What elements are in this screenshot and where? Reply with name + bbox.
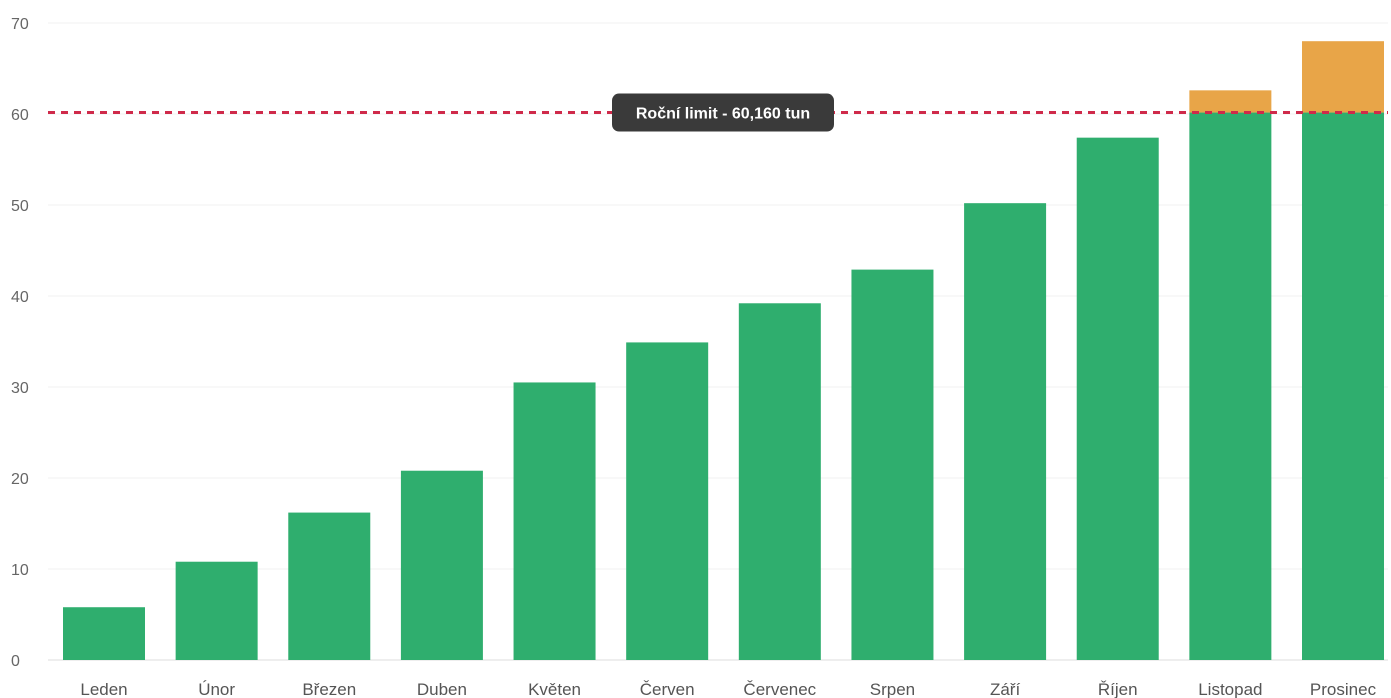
bar-segment-over-limit xyxy=(1302,41,1384,113)
y-tick-label: 50 xyxy=(11,198,29,215)
bar-segment-over-limit xyxy=(1189,90,1272,113)
annual-limit-badge xyxy=(612,93,834,132)
y-tick-label: 70 xyxy=(11,16,29,33)
bar-segment-within-limit xyxy=(738,303,821,660)
bar-segment-within-limit xyxy=(400,470,483,660)
bar-segment-within-limit xyxy=(63,607,145,660)
bar-segment-within-limit xyxy=(1302,112,1384,660)
x-category-label: Květen xyxy=(528,680,581,698)
bar-segment-within-limit xyxy=(513,382,596,660)
x-axis-category-labels: Leden Únor Březen Duben Květen Červen Červenec… xyxy=(80,680,1376,698)
bar-segment-within-limit xyxy=(964,203,1047,660)
bars xyxy=(63,41,1384,660)
x-category-label: Březen xyxy=(302,680,356,698)
x-category-label: Červenec xyxy=(743,680,816,698)
bar-segment-within-limit xyxy=(626,342,709,660)
x-category-label: Prosinec xyxy=(1310,680,1377,698)
annual-limit-annotation: Roční limit - 60,160 tun xyxy=(48,93,1388,132)
bar-segment-within-limit xyxy=(851,269,934,660)
y-tick-label: 10 xyxy=(11,562,29,579)
y-tick-label: 0 xyxy=(11,653,20,670)
x-category-label: Říjen xyxy=(1098,680,1138,698)
x-category-label: Leden xyxy=(80,680,127,698)
x-category-label: Červen xyxy=(640,680,695,698)
bar-segment-within-limit xyxy=(288,512,371,660)
x-category-label: Duben xyxy=(417,680,467,698)
y-tick-label: 60 xyxy=(11,107,29,124)
bar-segment-within-limit xyxy=(175,561,258,660)
y-tick-label: 40 xyxy=(11,289,29,306)
x-category-label: Září xyxy=(990,680,1021,698)
bar-segment-within-limit xyxy=(1076,137,1159,660)
bar-segment-within-limit xyxy=(1189,112,1272,660)
y-tick-label: 30 xyxy=(11,380,29,397)
x-category-label: Listopad xyxy=(1198,680,1262,698)
x-category-label: Únor xyxy=(198,680,235,698)
y-axis-tick-labels: 0 10 20 30 40 50 60 70 xyxy=(11,16,29,670)
y-tick-label: 20 xyxy=(11,471,29,488)
annual-limit-label: Roční limit - 60,160 tun xyxy=(636,106,810,123)
x-category-label: Srpen xyxy=(870,680,915,698)
